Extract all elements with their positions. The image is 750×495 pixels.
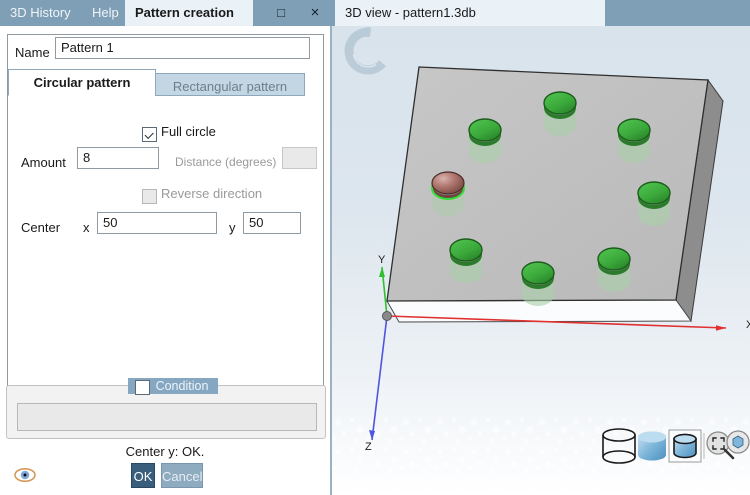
svg-text:X: X [746, 319, 750, 331]
svg-text:Y: Y [378, 254, 386, 266]
svg-text:Z: Z [365, 441, 372, 453]
